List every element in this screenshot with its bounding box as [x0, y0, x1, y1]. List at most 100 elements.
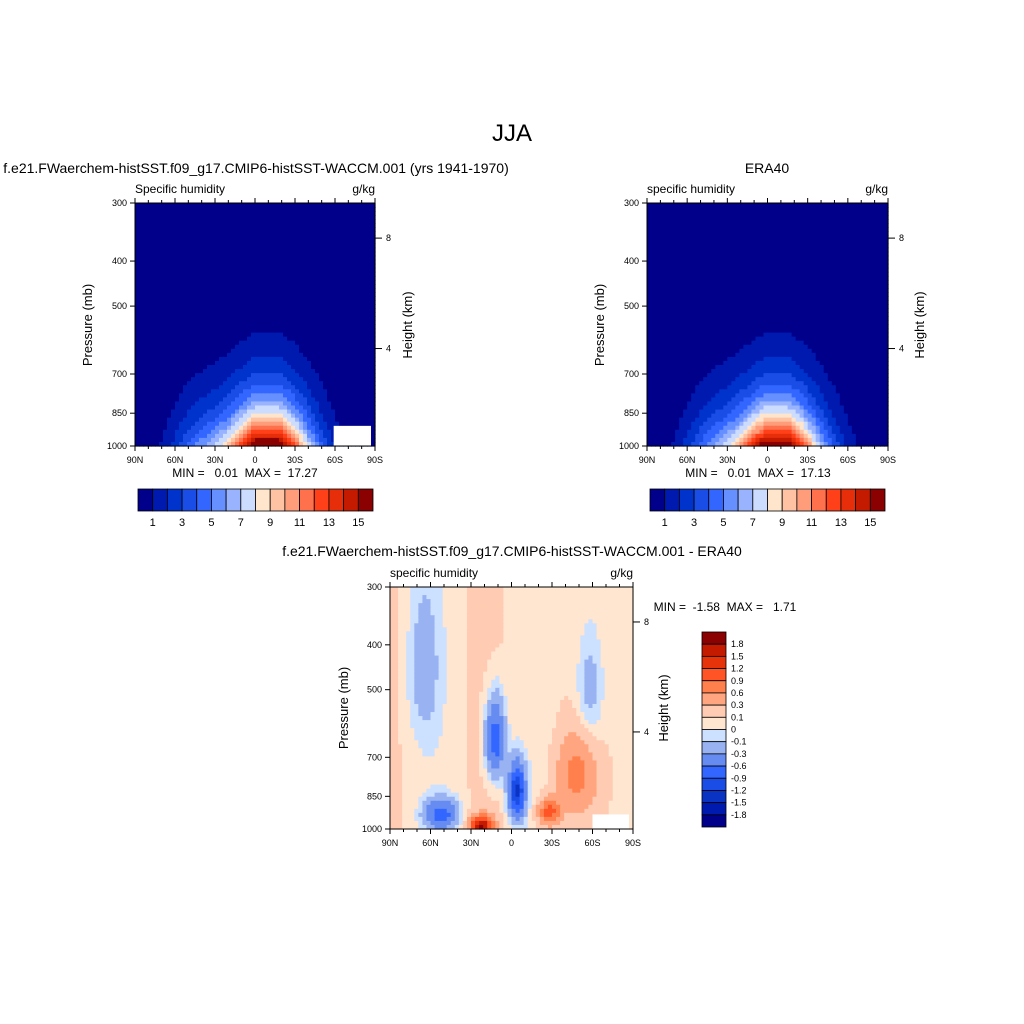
field-cell [195, 288, 200, 293]
field-cell [311, 288, 316, 293]
field-cell [367, 267, 372, 273]
field-cell [183, 227, 188, 232]
field-cell [315, 373, 320, 378]
field-cell [827, 235, 833, 241]
field-cell [671, 239, 676, 245]
field-cell [303, 441, 308, 447]
field-cell [315, 413, 320, 419]
field-cell [811, 251, 817, 257]
field-cell [267, 393, 272, 398]
field-cell [287, 433, 292, 439]
field-cell [163, 389, 168, 394]
field-cell [299, 263, 304, 269]
field-cell [731, 227, 736, 232]
field-cell [855, 279, 861, 285]
field-cell [759, 275, 765, 281]
field-cell [279, 328, 284, 334]
field-cell [783, 227, 789, 232]
field-cell [371, 405, 376, 411]
field-cell [295, 324, 300, 330]
field-cell [167, 271, 172, 277]
field-cell [251, 352, 256, 358]
field-cell [307, 271, 312, 277]
field-cell [351, 207, 356, 212]
field-cell [327, 275, 332, 281]
field-cell [359, 397, 364, 403]
field-cell [647, 284, 652, 289]
field-cell [191, 267, 196, 273]
field-cell [319, 279, 324, 285]
field-cell [215, 433, 220, 439]
field-cell [875, 263, 881, 269]
field-cell [691, 263, 696, 269]
field-cell [319, 207, 324, 212]
field-cell [363, 352, 368, 358]
field-cell [207, 219, 212, 224]
field-cell [727, 211, 732, 216]
field-cell [219, 259, 224, 265]
field-cell [287, 365, 292, 370]
field-cell [171, 308, 176, 313]
field-cell [251, 360, 256, 366]
field-cell [235, 275, 240, 281]
field-cell [723, 284, 728, 289]
field-cell [175, 397, 180, 403]
field-cell [711, 284, 716, 289]
field-cell [747, 263, 753, 269]
field-cell [259, 373, 264, 378]
field-cell [339, 324, 344, 330]
field-cell [207, 385, 212, 390]
field-cell [151, 340, 156, 346]
field-cell [215, 251, 220, 257]
field-cell [255, 296, 260, 301]
field-cell [295, 211, 300, 216]
field-cell [215, 308, 220, 313]
field-cell [291, 413, 296, 419]
field-cell [659, 235, 664, 241]
field-cell [663, 263, 668, 269]
field-cell [683, 267, 688, 273]
field-cell [327, 239, 332, 245]
field-cell [307, 332, 312, 338]
field-cell [151, 211, 156, 216]
field-cell [247, 227, 252, 232]
field-cell [187, 332, 192, 338]
field-cell [135, 255, 140, 261]
field-cell [171, 251, 176, 257]
field-cell [143, 312, 148, 317]
field-cell [231, 279, 236, 285]
field-cell [339, 300, 344, 305]
field-cell [667, 243, 672, 249]
field-cell [367, 284, 372, 289]
field-cell [323, 211, 328, 216]
field-cell [371, 437, 376, 443]
field-cell [343, 340, 348, 346]
field-cell [247, 377, 252, 382]
field-cell [751, 279, 757, 285]
field-cell [739, 203, 744, 208]
field-cell [243, 316, 248, 322]
field-cell [219, 429, 224, 435]
field-cell [727, 231, 732, 236]
field-cell [339, 304, 344, 309]
field-cell [335, 348, 340, 354]
field-cell [239, 328, 244, 334]
field-cell [711, 243, 716, 249]
field-cell [855, 231, 861, 236]
field-cell [175, 279, 180, 285]
field-cell [159, 433, 164, 439]
field-cell [363, 340, 368, 346]
field-cell [363, 373, 368, 378]
field-cell [311, 304, 316, 309]
field-cell [735, 223, 740, 228]
field-cell [199, 336, 204, 342]
field-cell [715, 247, 720, 253]
field-cell [315, 215, 320, 220]
field-cell [335, 215, 340, 220]
field-cell [263, 381, 268, 386]
colorbar-label: 9 [267, 517, 273, 529]
field-cell [255, 300, 260, 305]
field-cell [691, 255, 696, 261]
field-cell [779, 251, 785, 257]
field-cell [227, 433, 232, 439]
